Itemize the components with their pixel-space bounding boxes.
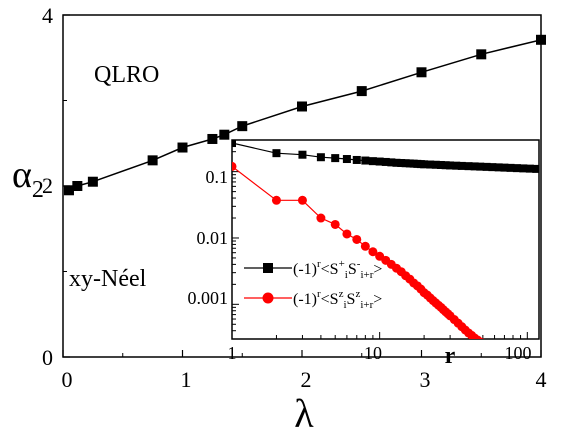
inset-x-tick-label: 100 — [505, 343, 532, 363]
inset-data-point-1 — [452, 161, 461, 170]
inset-data-point-1 — [482, 162, 491, 171]
inset-data-point-2 — [368, 247, 378, 257]
legend-swatch-marker-2 — [262, 292, 274, 304]
inset-data-point-2 — [316, 213, 326, 223]
main-series-markers — [63, 34, 546, 196]
inset-data-point-1 — [272, 149, 281, 158]
y-axis-label-subscript: 2 — [32, 177, 44, 203]
x-tick-label: 1 — [181, 367, 192, 392]
inset-data-point-2 — [473, 335, 482, 339]
inset-data-point-1 — [470, 162, 479, 171]
inset-data-point-1 — [525, 164, 534, 173]
legend-swatch-marker-1 — [263, 263, 273, 273]
inset-data-point-1 — [232, 140, 236, 148]
inset-y-tick-label: 0.001 — [188, 288, 229, 308]
inset-legend: (-1)r<S+iS-i+r> (-1)r<SziSzi+r> — [244, 258, 382, 311]
main-data-point — [177, 142, 188, 153]
inset-data-point-1 — [361, 156, 370, 165]
legend-entry-1: (-1)r<S+iS-i+r> — [293, 258, 382, 281]
main-data-point — [237, 121, 248, 132]
inset-data-point-1 — [397, 159, 406, 168]
inset-y-tick-label: 0.1 — [206, 167, 229, 187]
inset-data-point-2 — [352, 234, 362, 244]
y-axis-label-main: α — [12, 154, 32, 196]
inset-data-point-1 — [431, 160, 440, 169]
inset-data-point-1 — [476, 162, 485, 171]
x-tick-label: 3 — [420, 367, 431, 392]
x-tick-label: 2 — [301, 367, 312, 392]
inset-data-point-1 — [331, 154, 340, 163]
inset-data-point-2 — [476, 337, 484, 339]
main-data-point — [72, 181, 83, 191]
inset-data-point-1 — [506, 163, 515, 172]
inset-data-point-1 — [532, 164, 539, 173]
inset-data-point-1 — [420, 160, 429, 169]
inset-data-point-2 — [271, 195, 281, 205]
inset-data-point-1 — [512, 164, 521, 173]
main-ticks — [62, 14, 542, 358]
inset-data-point-1 — [494, 163, 503, 172]
x-axis-label: λ — [294, 391, 314, 435]
main-data-point — [297, 101, 307, 112]
inset-data-point-1 — [488, 163, 497, 172]
inset-data-point-2 — [342, 229, 352, 239]
main-data-point — [476, 49, 487, 60]
x-tick-label: 0 — [62, 367, 73, 392]
inset-data-point-2 — [297, 195, 307, 205]
inset-data-point-1 — [381, 157, 390, 166]
main-data-point — [356, 86, 367, 97]
main-data-point — [63, 185, 74, 196]
inset-y-tick-label: 0.01 — [197, 228, 229, 248]
y-tick-label: 2 — [42, 173, 53, 198]
y-tick-label: 4 — [42, 3, 53, 28]
inset-x-tick-label: 1 — [228, 343, 237, 363]
inset-series-markers — [232, 140, 539, 339]
annotation-xy-neel: xy-Néel — [69, 266, 147, 292]
inset-data-point-1 — [316, 153, 325, 162]
main-data-point — [219, 129, 230, 140]
inset-data-point-1 — [375, 157, 384, 166]
inset-data-point-1 — [457, 161, 466, 170]
inset-data-point-1 — [387, 158, 396, 167]
inset-data-point-1 — [392, 158, 401, 167]
inset-data-point-2 — [481, 338, 485, 339]
y-tick-label: 0 — [42, 345, 53, 370]
inset-x-axis-label: r — [445, 343, 456, 369]
inset-data-point-2 — [330, 219, 340, 229]
main-data-point — [87, 176, 98, 187]
inset-data-point-1 — [500, 163, 509, 172]
inset-plot-frame — [231, 139, 540, 340]
inset-x-tick-label: 10 — [364, 343, 382, 363]
y-axis-label: α2 — [12, 154, 44, 203]
inset-data-point-1 — [298, 150, 307, 159]
inset-data-point-1 — [368, 157, 377, 166]
inset-data-point-2 — [360, 241, 370, 251]
inset-data-point-1 — [401, 159, 410, 168]
inset-data-point-1 — [446, 161, 455, 170]
legend-entry-2: (-1)r<SziSzi+r> — [293, 288, 382, 311]
main-data-point — [536, 34, 546, 45]
inset-data-point-1 — [352, 155, 361, 164]
inset-data-point-1 — [441, 161, 450, 170]
inset-data-point-1 — [464, 162, 473, 171]
main-data-point — [416, 67, 427, 78]
main-data-point — [207, 133, 218, 144]
inset-data-point-1 — [426, 160, 435, 169]
inset-data-point-1 — [519, 164, 528, 173]
x-tick-label: 4 — [536, 367, 547, 392]
inset-data-point-2 — [232, 161, 237, 171]
inset-data-point-1 — [342, 155, 351, 164]
inset-data-point-1 — [436, 160, 445, 169]
annotation-qlro: QLRO — [94, 62, 159, 88]
main-data-point — [147, 155, 158, 166]
